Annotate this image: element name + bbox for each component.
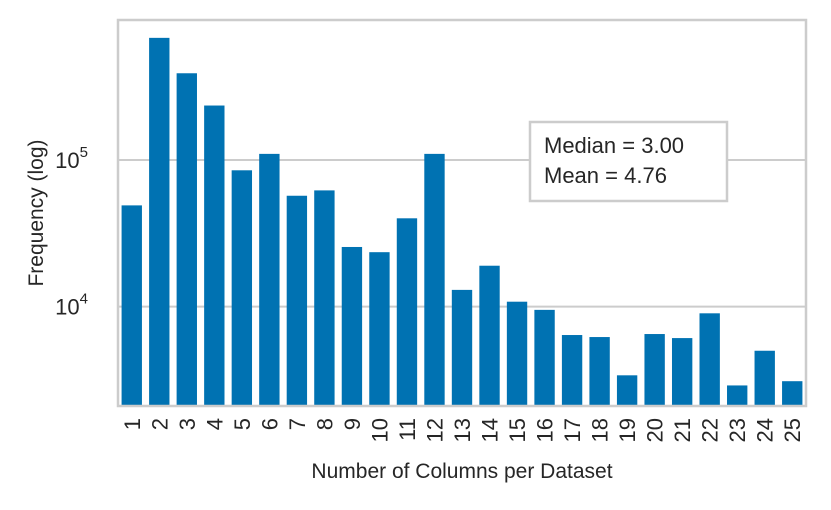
x-tick-label: 3 (175, 418, 200, 430)
y-tick-label: 105 (55, 144, 88, 173)
x-tick-label: 6 (257, 418, 282, 430)
bar (671, 338, 693, 406)
x-tick-label: 1 (120, 418, 145, 430)
x-tick-label: 21 (670, 418, 695, 442)
bar (561, 335, 583, 406)
x-tick-label: 15 (505, 418, 530, 442)
bar (396, 218, 418, 406)
x-tick-label: 13 (450, 418, 475, 442)
x-tick-label: 20 (643, 418, 668, 442)
bar (286, 195, 308, 406)
x-tick-label: 22 (698, 418, 723, 442)
bar (754, 350, 775, 406)
bar (451, 289, 473, 406)
bar (479, 265, 500, 406)
mean-label: Mean = 4.76 (544, 163, 667, 188)
bar (341, 246, 363, 406)
y-tick-exponent: 4 (80, 291, 88, 308)
bar (231, 170, 253, 406)
bar (616, 375, 638, 406)
x-tick-label: 12 (422, 418, 447, 442)
x-tick-labels: 1 2 3 4 5 6 7 8 9 10 11 12 13 14 15 16 17 18 19 20 21 22 23 24 2… (120, 418, 805, 442)
stats-box-frame (528, 120, 729, 203)
y-axis-label: Frequency (log) (25, 139, 48, 286)
x-tick-label: 11 (395, 418, 420, 441)
bar (369, 252, 390, 406)
bar (727, 385, 748, 406)
bar (782, 381, 803, 406)
x-tick-label: 17 (560, 418, 585, 442)
x-tick-label: 24 (753, 418, 778, 442)
bar (506, 301, 528, 406)
bar (424, 153, 445, 406)
x-tick-label: 2 (147, 418, 172, 430)
y-tick-base: 10 (55, 148, 79, 173)
x-tick-label: 25 (780, 418, 805, 442)
x-tick-label: 4 (202, 418, 227, 430)
bar (314, 190, 335, 406)
y-tick-exponent: 5 (80, 144, 88, 161)
median-label: Median = 3.00 (544, 133, 684, 158)
bars (121, 37, 803, 407)
bar (699, 313, 720, 406)
x-tick-label: 18 (588, 418, 613, 442)
bar (259, 153, 280, 406)
bar (176, 73, 197, 407)
x-tick-label: 5 (230, 418, 255, 430)
x-tick-label: 23 (725, 418, 750, 442)
bar (149, 37, 170, 406)
bar (204, 105, 225, 406)
bar (121, 205, 142, 406)
x-tick-label: 14 (478, 418, 503, 442)
x-tick-label: 16 (533, 418, 558, 442)
bar (644, 334, 665, 406)
y-tick-label: 104 (55, 291, 88, 320)
x-tick-label: 8 (312, 418, 337, 430)
x-tick-label: 10 (367, 418, 392, 442)
x-axis-label: Number of Columns per Dataset (311, 460, 612, 483)
stats-annotation: Median = 3.00 Mean = 4.76 (528, 120, 729, 203)
y-tick-base: 10 (55, 295, 79, 320)
x-tick-label: 9 (340, 418, 365, 430)
plot-frame (116, 18, 808, 408)
bar (534, 309, 555, 406)
x-tick-label: 19 (615, 418, 640, 442)
bar (589, 337, 610, 406)
x-tick-label: 7 (285, 418, 310, 430)
